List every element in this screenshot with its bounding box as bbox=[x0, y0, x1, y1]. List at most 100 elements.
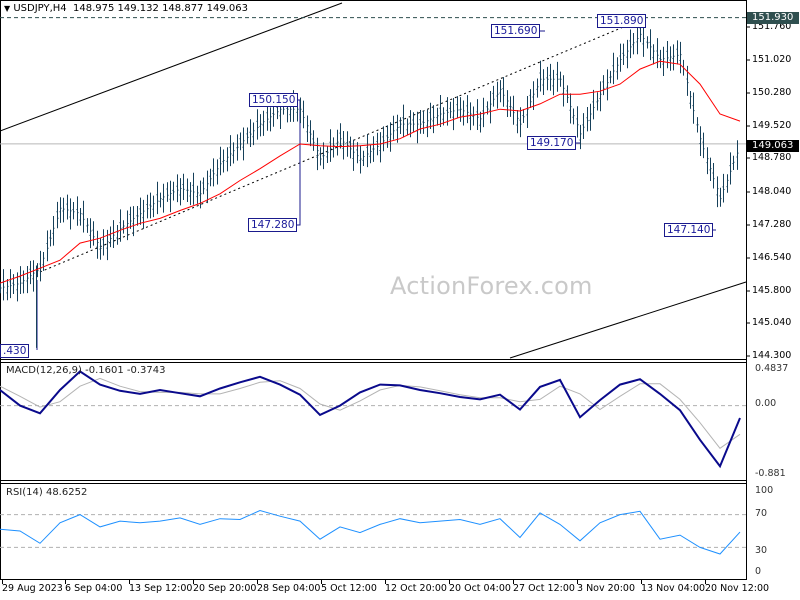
price-bar bbox=[382, 126, 385, 152]
price-bar bbox=[369, 144, 372, 164]
price-bar bbox=[532, 81, 535, 110]
price-bar bbox=[22, 270, 25, 294]
price-bar bbox=[466, 95, 469, 124]
annotation-label: 149.170 bbox=[527, 136, 577, 150]
price-bar bbox=[712, 163, 715, 189]
price-bar bbox=[572, 108, 575, 125]
price-bar bbox=[226, 147, 229, 172]
annotation-label: 147.140 bbox=[664, 223, 714, 237]
price-bar bbox=[196, 185, 199, 204]
time-tick: 29 Aug 2023 bbox=[2, 583, 63, 594]
price-bar bbox=[526, 95, 529, 129]
price-bar bbox=[606, 69, 609, 101]
price-bar bbox=[2, 269, 5, 301]
price-bar bbox=[542, 69, 545, 96]
price-tick: 149.520 bbox=[752, 120, 792, 131]
price-bar bbox=[66, 194, 69, 220]
rsi-tick: 30 bbox=[755, 545, 768, 556]
price-bar bbox=[479, 111, 482, 133]
price-bar bbox=[262, 110, 265, 136]
price-bar bbox=[552, 69, 555, 96]
price-bar bbox=[602, 75, 605, 96]
price-bar bbox=[99, 237, 102, 260]
price-bar bbox=[302, 100, 305, 129]
price-bar bbox=[92, 221, 95, 246]
price-bar bbox=[329, 129, 332, 162]
price-bar bbox=[232, 142, 235, 164]
price-bar bbox=[212, 158, 215, 187]
price-bar bbox=[426, 109, 429, 138]
price-bar bbox=[729, 152, 732, 185]
price-tick: 147.280 bbox=[752, 219, 792, 230]
price-bar bbox=[666, 40, 669, 69]
triangle-down-icon[interactable]: ▼ bbox=[4, 4, 11, 13]
macd-panel bbox=[0, 370, 746, 469]
price-bar bbox=[372, 136, 375, 162]
price-bar bbox=[736, 140, 739, 170]
price-bar bbox=[299, 97, 302, 124]
current-price-tag: 149.063 bbox=[747, 140, 799, 152]
price-bar bbox=[462, 100, 465, 126]
price-bar bbox=[696, 117, 699, 133]
price-bar bbox=[619, 43, 622, 72]
price-bar bbox=[322, 142, 325, 170]
rsi-panel bbox=[0, 509, 746, 555]
price-bar bbox=[269, 107, 272, 132]
symbol-timeframe: USDJPY,H4 bbox=[13, 3, 67, 14]
price-bar bbox=[249, 119, 252, 148]
price-bar bbox=[402, 104, 405, 138]
price-bar bbox=[439, 95, 442, 128]
price-bar bbox=[672, 44, 675, 71]
price-bar bbox=[656, 38, 659, 69]
price-bar bbox=[636, 26, 639, 55]
price-bar bbox=[569, 93, 572, 124]
price-bar bbox=[359, 145, 362, 174]
time-tick: 5 Oct 12:00 bbox=[321, 583, 377, 594]
macd-line bbox=[0, 370, 741, 469]
price-bar bbox=[522, 109, 525, 124]
price-bar bbox=[62, 197, 65, 223]
price-bar bbox=[449, 101, 452, 119]
chart-title: ▼ USDJPY,H4 148.975 149.132 148.877 149.… bbox=[4, 3, 248, 14]
price-bar bbox=[702, 132, 705, 159]
axes bbox=[2, 26, 750, 584]
price-bar bbox=[719, 187, 722, 207]
price-bar bbox=[506, 90, 509, 118]
price-bar bbox=[152, 195, 155, 218]
price-bar bbox=[689, 91, 692, 109]
price-bar bbox=[52, 215, 55, 246]
price-bar bbox=[76, 196, 79, 226]
annotation-label: .430 bbox=[0, 344, 30, 358]
price-bar bbox=[539, 60, 542, 92]
price-bar bbox=[362, 150, 365, 167]
price-bar bbox=[176, 174, 179, 203]
price-bar bbox=[536, 78, 539, 98]
price-bar bbox=[102, 229, 105, 256]
price-bar bbox=[69, 198, 72, 230]
price-bar bbox=[136, 206, 139, 226]
price-bar bbox=[229, 135, 232, 167]
price-bar bbox=[496, 81, 499, 109]
price-bar bbox=[139, 197, 142, 225]
price-bar bbox=[469, 102, 472, 131]
price-bar bbox=[19, 266, 22, 294]
time-tick: 12 Oct 20:00 bbox=[385, 583, 447, 594]
price-bar bbox=[692, 92, 695, 124]
rsi-tick: 0 bbox=[755, 566, 762, 577]
price-bar bbox=[189, 182, 192, 206]
time-tick: 20 Nov 12:00 bbox=[705, 583, 770, 594]
price-bar bbox=[72, 202, 75, 220]
price-bar bbox=[556, 61, 559, 92]
price-bar bbox=[589, 103, 592, 131]
price-bar bbox=[186, 178, 189, 202]
price-bar bbox=[96, 230, 99, 259]
price-bar bbox=[82, 200, 85, 233]
price-bar bbox=[256, 109, 259, 140]
price-bar bbox=[392, 115, 395, 140]
macd-tick: -0.881 bbox=[755, 468, 786, 479]
price-bar bbox=[209, 168, 212, 187]
rsi-line bbox=[0, 509, 741, 555]
price-tick: 144.300 bbox=[752, 350, 792, 361]
ohlc-values: 148.975 149.132 148.877 149.063 bbox=[73, 3, 248, 14]
